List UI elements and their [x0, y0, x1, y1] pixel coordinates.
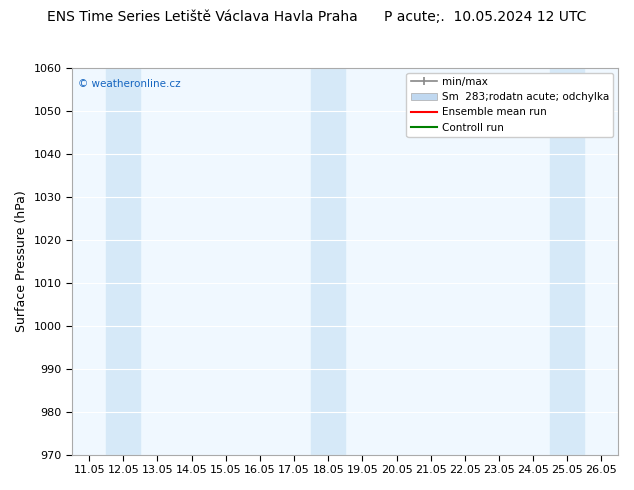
Legend: min/max, Sm  283;rodatn acute; odchylka, Ensemble mean run, Controll run: min/max, Sm 283;rodatn acute; odchylka, … [406, 73, 613, 137]
Bar [107, 68, 140, 455]
Bar [311, 68, 346, 455]
Y-axis label: Surface Pressure (hPa): Surface Pressure (hPa) [15, 190, 28, 332]
Text: ENS Time Series Letiště Václava Havla Praha      P acute;.  10.05.2024 12 UTC: ENS Time Series Letiště Václava Havla Pr… [48, 10, 586, 24]
Text: © weatheronline.cz: © weatheronline.cz [77, 79, 180, 89]
Bar [550, 68, 585, 455]
